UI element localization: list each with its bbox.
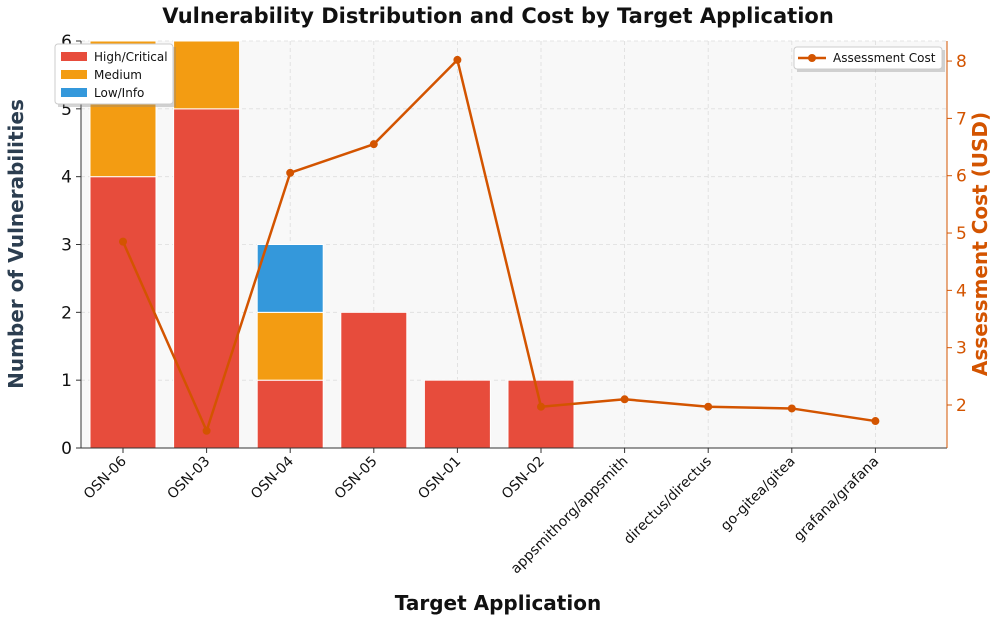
y2-tick-label: 8 <box>956 52 967 72</box>
y-tick-label: 3 <box>61 236 72 256</box>
y-tick-label: 0 <box>61 439 72 459</box>
y-tick-label: 1 <box>61 371 72 391</box>
x-tick-label-osn-05: OSN-05 <box>332 454 381 503</box>
y-axis-label: Number of Vulnerabilities <box>4 99 28 389</box>
x-tick-label-grafana-grafana: grafana/grafana <box>791 454 882 545</box>
x-tick-label-osn-01: OSN-01 <box>415 454 464 503</box>
legend-swatch-medium <box>61 70 87 79</box>
y2-tick-label: 5 <box>956 224 967 244</box>
bar-high-critical-osn-05 <box>340 311 408 449</box>
cost-point-osn-02 <box>537 402 545 411</box>
y2-tick-label: 2 <box>956 396 967 416</box>
bar-high-critical-osn-02 <box>507 379 575 449</box>
legend-vulnerabilities: High/Critical Medium Low/Info <box>54 43 176 107</box>
y-tick-labels: 0 1 2 3 4 5 6 <box>61 32 81 459</box>
chart-title: Vulnerability Distribution and Cost by T… <box>162 4 834 28</box>
bar-medium-osn-03 <box>173 40 241 110</box>
cost-line-path <box>121 58 876 433</box>
y2-tick-label: 7 <box>956 109 967 129</box>
y2-tick-labels: 2 3 4 5 6 7 8 <box>947 52 967 416</box>
y2-tick-label: 6 <box>956 167 967 187</box>
legend-swatch-low-info <box>61 88 87 97</box>
cost-point-osn-05 <box>369 140 378 149</box>
legend-label-medium: Medium <box>94 68 142 82</box>
legend-cost: Assessment Cost <box>793 46 945 72</box>
x-axis-label: Target Application <box>395 591 601 615</box>
bar-high-critical-osn-04 <box>256 379 324 449</box>
x-tick-label-osn-03: OSN-03 <box>164 454 213 503</box>
cost-point-directus-directus <box>704 402 713 411</box>
bar-high-critical-osn-03 <box>173 108 241 449</box>
x-tick-labels: OSN-06 OSN-03 OSN-04 OSN-05 OSN-01 OSN-02apps… <box>81 448 882 577</box>
y-tick-label: 4 <box>61 168 72 188</box>
legend-marker-cost <box>808 54 816 62</box>
cost-point-go-gitea-gitea <box>787 404 796 413</box>
y-tick-label: 5 <box>61 100 72 120</box>
y-tick-label: 2 <box>61 303 72 323</box>
x-tick-label-directus-directus: directus/directus <box>621 454 715 548</box>
y2-tick-label: 4 <box>956 281 967 301</box>
y-tick-label: 6 <box>61 32 72 52</box>
legend-label-cost: Assessment Cost <box>833 51 936 65</box>
x-tick-label-osn-06: OSN-06 <box>81 453 130 502</box>
x-tick-label-osn-02: OSN-02 <box>499 454 548 503</box>
legend-label-high-critical: High/Critical <box>94 50 168 64</box>
cost-point-osn-04 <box>286 168 295 177</box>
bar-medium-osn-04 <box>256 311 324 381</box>
cost-point-osn-01 <box>453 55 462 64</box>
legend-swatch-high-critical <box>61 52 87 61</box>
x-tick-label-osn-04: OSN-04 <box>248 453 297 502</box>
bar-high-critical-osn-01 <box>423 379 491 449</box>
cost-point-grafana-grafana <box>871 417 880 426</box>
bar-low-info-osn-04 <box>256 244 324 313</box>
cost-line <box>119 55 880 435</box>
cost-point-osn-06 <box>119 237 127 246</box>
legend-label-low-info: Low/Info <box>94 86 144 100</box>
bar-high-critical-osn-06 <box>89 176 157 449</box>
cost-point-appsmithorg-appsmith <box>620 395 629 404</box>
cost-point-osn-03 <box>202 426 211 435</box>
y2-axis-label: Assessment Cost (USD) <box>968 112 992 376</box>
x-tick-label-go-gitea-gitea: go-gitea/gitea <box>718 454 799 535</box>
y2-tick-label: 3 <box>956 339 967 359</box>
